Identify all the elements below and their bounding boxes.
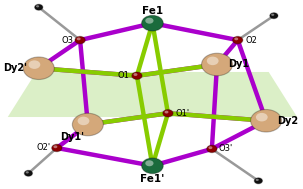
Text: O1': O1' [175,109,189,118]
Circle shape [142,158,163,174]
Circle shape [208,146,212,149]
Text: O2: O2 [245,36,257,45]
Text: Fe1: Fe1 [142,6,163,16]
Circle shape [207,57,218,65]
Circle shape [142,15,163,31]
Text: Dy2: Dy2 [278,116,299,126]
Text: O3': O3' [218,144,232,153]
Circle shape [254,178,262,184]
Circle shape [270,13,278,19]
Text: O3: O3 [61,36,73,45]
Circle shape [145,18,154,24]
Text: Dy1': Dy1' [60,132,84,142]
Circle shape [75,36,85,44]
Circle shape [207,145,217,153]
Circle shape [36,5,39,7]
Circle shape [251,109,281,132]
Circle shape [163,109,173,117]
Circle shape [78,117,89,125]
Circle shape [201,53,232,76]
Circle shape [256,179,259,181]
Polygon shape [8,72,297,117]
Circle shape [24,170,32,176]
Text: O1: O1 [118,71,129,80]
Text: Fe1': Fe1' [140,174,165,184]
Circle shape [77,37,81,40]
Circle shape [26,171,29,174]
Circle shape [271,14,274,16]
Text: Dy1: Dy1 [228,60,250,70]
Circle shape [232,36,243,44]
Text: O2': O2' [36,143,51,153]
Circle shape [234,37,238,40]
Circle shape [23,57,54,80]
Circle shape [256,113,268,122]
Circle shape [35,4,43,10]
Circle shape [72,113,103,136]
Circle shape [145,160,154,166]
Circle shape [53,145,57,148]
Circle shape [52,144,62,152]
Circle shape [134,73,138,76]
Circle shape [28,60,40,69]
Circle shape [165,111,168,113]
Text: Dy2': Dy2' [4,63,28,73]
Circle shape [132,72,142,80]
